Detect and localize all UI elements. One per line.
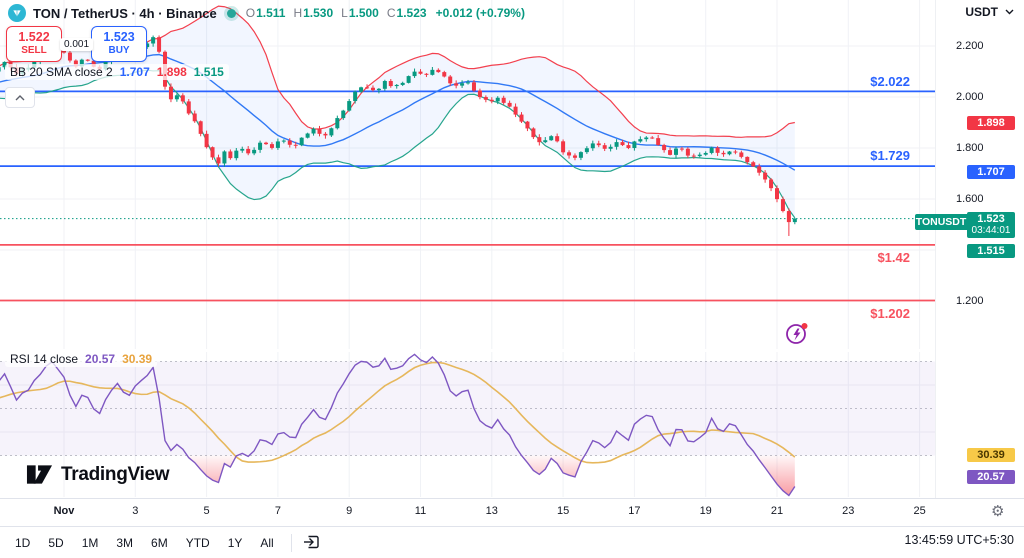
bb-basis-value: 1.707 <box>119 65 150 79</box>
level-label-2022[interactable]: $2.022 <box>870 74 910 89</box>
ton-logo-icon <box>8 4 26 22</box>
market-status-icon[interactable] <box>226 8 236 18</box>
spread-value: 0.001 <box>60 37 94 51</box>
rsi-indicator-legend[interactable]: RSI 14 close 20.57 30.39 <box>5 351 158 367</box>
price-badge-1.523: 1.523 03:44:01 <box>967 212 1015 238</box>
range-button-6M[interactable]: 6M <box>151 535 168 550</box>
time-axis-label: 19 <box>699 505 712 517</box>
time-axis-label: 17 <box>628 505 641 517</box>
price-axis-label: 1.200 <box>956 295 984 307</box>
flash-actions-button[interactable] <box>784 320 810 346</box>
range-button-All[interactable]: All <box>260 535 274 550</box>
ohlc-item: C1.523 <box>386 6 427 20</box>
currency-label: USDT <box>965 5 998 19</box>
buy-label: BUY <box>108 45 130 56</box>
price-axis[interactable]: 2.200 2.000 1.800 1.600 1.200 1.898 1.707 1.523… <box>935 0 1024 498</box>
time-axis-label: 15 <box>556 505 570 517</box>
level-label-1202[interactable]: $1.202 <box>870 306 910 321</box>
time-axis[interactable]: ⚙ Nov 3 5 7 9 11 13 15 17 19 21 23 25 <box>0 498 1024 527</box>
time-axis-label: 3 <box>132 505 139 517</box>
gear-icon[interactable]: ⚙ <box>991 503 1005 520</box>
ohlc-item: O1.511 <box>245 6 286 20</box>
ohlc-item: L1.500 <box>341 6 379 20</box>
rsi-plot <box>0 353 796 497</box>
change-value: +0.012 (+0.79%) <box>435 6 525 20</box>
rsi-legend-name: RSI 14 close <box>10 352 79 366</box>
tradingview-logo-text: TradingView <box>61 464 170 485</box>
goto-date-button[interactable] <box>302 533 321 552</box>
bb-indicator-legend[interactable]: BB 20 SMA close 2 1.707 1.898 1.515 <box>5 64 229 80</box>
bb-legend-name: BB 20 SMA close 2 <box>10 65 113 79</box>
bb-upper-value: 1.898 <box>156 65 187 79</box>
calendar-arrow-icon <box>303 535 319 549</box>
buy-button[interactable]: 1.523 BUY <box>91 26 148 62</box>
clock[interactable]: 13:45:59 UTC+5:30 <box>904 533 1014 547</box>
toolbar-divider <box>290 533 292 552</box>
level-label-1729[interactable]: $1.729 <box>870 148 910 163</box>
time-axis-label: 11 <box>414 505 427 517</box>
trade-panel: 1.522 SELL 0.001 1.523 BUY <box>6 26 148 62</box>
price-badge-1.707: 1.707 <box>967 165 1015 179</box>
rsi-ma-value: 30.39 <box>122 352 153 366</box>
price-badge-20.57: 20.57 <box>967 470 1015 484</box>
time-axis-label: 5 <box>203 505 210 517</box>
horizontal-level-lines[interactable] <box>0 90 935 302</box>
sell-label: SELL <box>21 45 47 56</box>
price-axis-label: 2.000 <box>956 91 984 103</box>
chevron-down-icon <box>1005 9 1014 15</box>
time-axis-label: 13 <box>485 505 498 517</box>
currency-selector[interactable]: USDT <box>965 5 1014 19</box>
symbol-header: TON / TetherUS · 4h · Binance O1.511 H1.5… <box>8 4 525 22</box>
symbol-title[interactable]: TON / TetherUS · 4h · Binance <box>33 5 217 21</box>
range-button-1Y[interactable]: 1Y <box>227 535 243 550</box>
time-axis-label: 21 <box>770 505 784 517</box>
sell-price: 1.522 <box>18 30 50 44</box>
price-badge-1.515: 1.515 <box>967 244 1015 258</box>
rsi-value: 20.57 <box>85 352 116 366</box>
time-axis-label: Nov <box>53 505 75 517</box>
range-button-1D[interactable]: 1D <box>15 535 31 550</box>
buy-price: 1.523 <box>103 30 135 44</box>
collapse-pane-button[interactable] <box>5 87 35 108</box>
time-axis-label: 9 <box>346 505 353 517</box>
price-axis-label: 1.600 <box>956 193 984 205</box>
tradingview-mark-icon <box>26 465 53 484</box>
rsi-band-background <box>0 361 935 456</box>
time-axis-label: 23 <box>842 505 855 517</box>
ohlc-values: O1.511 H1.530 L1.500 C1.523 +0.012 (+0.79%) <box>246 6 525 20</box>
price-badge-30.39: 30.39 <box>967 448 1015 462</box>
sell-button[interactable]: 1.522 SELL <box>6 26 62 62</box>
price-axis-label: 1.800 <box>956 142 984 154</box>
range-buttons: 1D 5D 1M 3M 6M YTD 1Y All <box>6 532 283 554</box>
range-button-5D[interactable]: 5D <box>48 535 64 550</box>
symbol-price-tag: TONUSDT <box>915 214 967 230</box>
bottom-toolbar: 1D 5D 1M 3M 6M YTD 1Y All <box>0 526 1024 558</box>
gridlines <box>0 0 935 497</box>
price-badge-1.898: 1.898 <box>967 116 1015 130</box>
tradingview-logo[interactable]: TradingView <box>26 462 170 488</box>
price-axis-label: 2.200 <box>956 40 984 52</box>
range-button-1M[interactable]: 1M <box>81 535 99 550</box>
time-axis-label: 7 <box>274 505 281 517</box>
bb-lower-value: 1.515 <box>193 65 224 79</box>
time-axis-label: 25 <box>913 505 926 517</box>
ohlc-item: H1.530 <box>293 6 334 20</box>
lightning-icon <box>786 323 808 344</box>
range-button-3M[interactable]: 3M <box>116 535 134 550</box>
level-label-142[interactable]: $1.42 <box>877 250 910 265</box>
range-button-YTD[interactable]: YTD <box>185 535 210 550</box>
chevron-up-icon <box>15 94 25 100</box>
